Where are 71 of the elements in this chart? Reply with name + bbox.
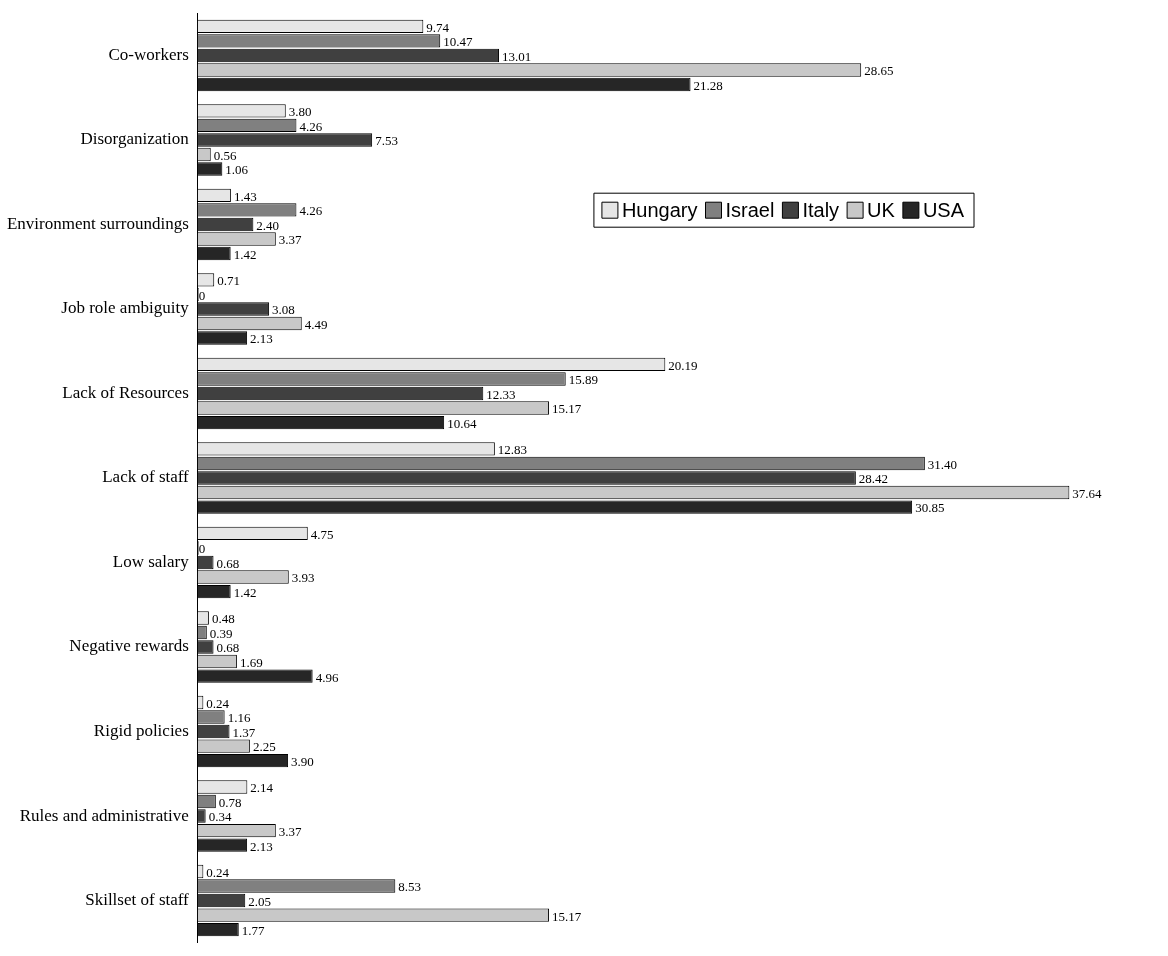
data-label: 2.14 — [250, 780, 274, 796]
data-label: 4.96 — [315, 669, 339, 685]
data-label: 9.74 — [426, 19, 450, 35]
data-label: 12.33 — [486, 386, 516, 402]
data-label: 1.37 — [232, 724, 256, 740]
legend-label: USA — [922, 198, 965, 221]
data-label: 4.26 — [299, 118, 323, 134]
data-label: 20.19 — [668, 357, 698, 373]
data-label: 2.40 — [256, 217, 280, 233]
data-label: 1.06 — [225, 162, 249, 178]
data-label: 10.64 — [447, 415, 477, 431]
data-label: 0.68 — [216, 555, 240, 571]
data-label: 2.25 — [252, 739, 276, 755]
data-label: 4.49 — [304, 316, 328, 332]
data-label: 1.69 — [239, 654, 263, 670]
data-label: 4.75 — [310, 526, 334, 542]
data-label: 0 — [198, 541, 206, 557]
y-tick-label: Negative rewards — [69, 636, 189, 656]
data-label: 0.24 — [206, 695, 230, 711]
legend-label: Israel — [725, 198, 775, 221]
data-label: 2.13 — [250, 838, 273, 854]
data-label: 0.68 — [216, 640, 240, 656]
data-label: 4.26 — [299, 203, 323, 219]
data-label: 3.93 — [291, 570, 315, 586]
y-tick-label: Lack of Resources — [62, 382, 189, 402]
data-label: 12.83 — [497, 442, 528, 458]
data-label: 0.48 — [211, 611, 235, 627]
data-label: 1.43 — [233, 188, 257, 204]
data-label: 8.53 — [398, 879, 422, 895]
data-label: 0.34 — [208, 809, 232, 825]
y-tick-label: Job role ambiguity — [61, 298, 190, 318]
y-tick-label: Lack of staff — [102, 467, 190, 487]
data-label: 21.28 — [693, 77, 723, 93]
y-tick-label: Rules and administrative — [19, 805, 189, 825]
data-label: 1.42 — [233, 585, 257, 600]
data-label: 0.56 — [213, 147, 237, 163]
data-label: 10.47 — [443, 34, 473, 50]
data-label: 7.53 — [375, 133, 398, 149]
data-label: 0 — [198, 287, 206, 303]
data-label: 15.89 — [568, 372, 598, 388]
y-tick-label: Disorganization — [80, 129, 190, 149]
data-label: 13.01 — [502, 48, 532, 64]
data-label: 0.78 — [218, 794, 242, 810]
legend-label: Italy — [802, 198, 840, 221]
y-tick-label: Environment surroundings — [6, 213, 189, 233]
data-label: 0.39 — [209, 625, 233, 641]
data-label: 2.05 — [248, 893, 272, 909]
y-tick-label: Co-workers — [108, 44, 189, 64]
data-label: 37.64 — [1072, 485, 1103, 501]
data-label: 1.77 — [241, 923, 266, 939]
data-label: 2.13 — [250, 331, 273, 347]
legend-label: Hungary — [621, 198, 698, 221]
data-label: 3.90 — [291, 754, 314, 770]
data-label: 15.17 — [552, 908, 582, 924]
data-label: 3.08 — [272, 302, 295, 318]
data-label: 1.42 — [233, 246, 257, 262]
y-tick-label: Low salary — [112, 551, 190, 571]
data-label: 28.42 — [858, 471, 889, 487]
data-label: 3.37 — [278, 823, 303, 839]
data-label: 3.37 — [278, 232, 303, 248]
legend-label: UK — [867, 198, 896, 221]
data-label: 0.71 — [217, 273, 240, 289]
data-label: 0.24 — [206, 864, 230, 880]
y-tick-label: Skillset of staff — [85, 890, 190, 910]
data-label: 1.16 — [227, 710, 251, 726]
data-label: 15.17 — [552, 401, 582, 417]
data-label: 28.65 — [864, 63, 894, 79]
data-label: 30.85 — [915, 500, 945, 516]
data-label: 3.80 — [288, 104, 312, 120]
y-tick-label: Rigid policies — [93, 721, 189, 740]
data-label: 31.40 — [927, 456, 958, 472]
